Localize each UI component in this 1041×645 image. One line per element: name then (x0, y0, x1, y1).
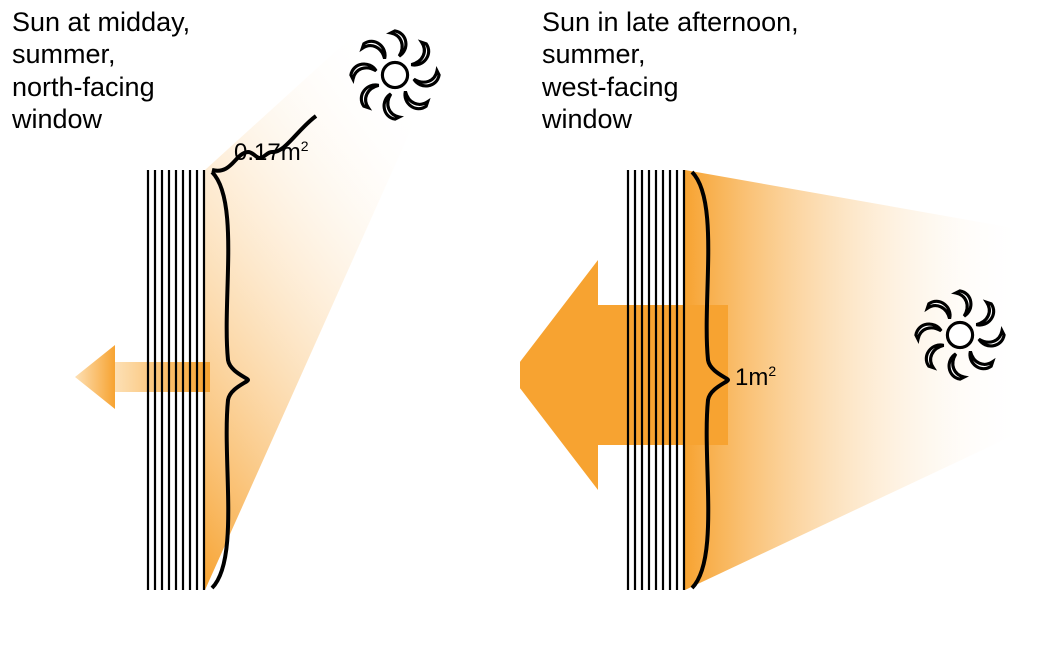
left-area-value: 0.17m (234, 139, 301, 166)
left-area-exp: 2 (301, 138, 309, 154)
right-area-value: 1m (735, 364, 768, 391)
right-panel: Sun in late afternoon, summer, west-faci… (520, 0, 1041, 645)
right-caption: Sun in late afternoon, summer, west-faci… (542, 6, 799, 136)
left-area-label: 0.17m2 (234, 138, 309, 167)
left-panel: Sun at midday, summer, north-facing wind… (0, 0, 520, 645)
right-area-exp: 2 (768, 363, 776, 379)
left-caption: Sun at midday, summer, north-facing wind… (12, 6, 190, 136)
right-area-label: 1m2 (735, 363, 776, 392)
